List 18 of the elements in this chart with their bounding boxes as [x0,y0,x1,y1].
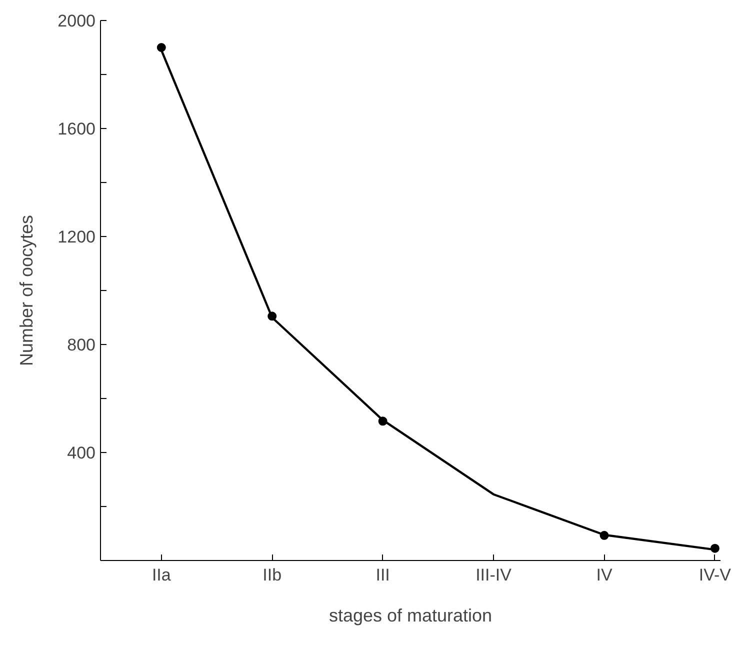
y-tick-label: 800 [67,336,96,354]
x-tick-label: IIb [262,566,282,584]
y-axis-title: Number of oocytes [16,214,37,366]
x-tick-label: IV-V [698,566,732,584]
x-tick-label: IV [596,566,613,584]
x-axis-title: stages of maturation [328,606,492,626]
point [378,416,388,426]
point [600,530,609,540]
y-tick-label: 400 [67,444,96,462]
y-tick-label: 2000 [58,12,96,30]
y-tick-label: 1200 [58,228,96,246]
x-tick-label: III-IV [476,566,512,584]
point [156,43,166,52]
x-tick-label: IIa [152,566,172,584]
x-tick-label: III [376,566,390,584]
y-tick-label: 1600 [58,120,96,138]
point [710,544,720,553]
point [268,312,277,321]
